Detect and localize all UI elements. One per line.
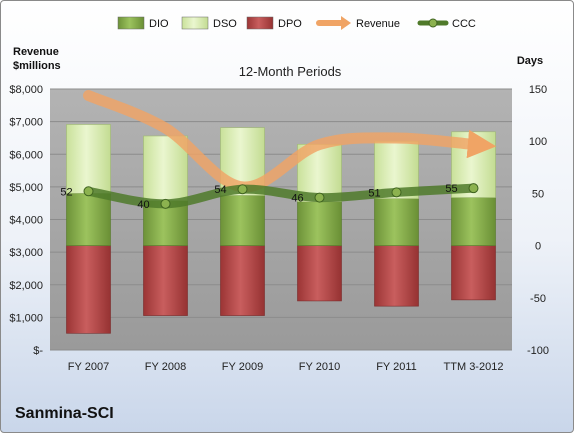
right-tick-label: 0 (535, 241, 541, 253)
x-tick-label: FY 2009 (222, 361, 263, 373)
bar-dio (220, 195, 265, 246)
right-tick-label: 100 (529, 136, 547, 148)
legend-swatch-ccc-marker (428, 18, 438, 28)
right-tick-label: 50 (532, 188, 544, 200)
bar-dpo (374, 245, 419, 307)
left-tick-label: $8,000 (9, 84, 43, 96)
x-tick-label: FY 2007 (68, 361, 109, 373)
left-tick-label: $6,000 (9, 149, 43, 161)
legend-label-dso: DSO (213, 18, 237, 30)
left-tick-label: $2,000 (9, 280, 43, 292)
x-tick-label: TTM 3-2012 (444, 361, 504, 373)
bar-dpo (297, 245, 342, 302)
x-tick-label: FY 2008 (145, 361, 186, 373)
right-tick-label: -50 (530, 293, 546, 305)
ccc-line-path (84, 183, 478, 209)
bar-dpo (66, 245, 111, 334)
right-axis-ticks: -100 -50 0 50 100 150 (527, 84, 549, 357)
ccc-data-label: 46 (291, 193, 303, 205)
legend-swatch-dso (181, 16, 209, 30)
gridlines (50, 88, 512, 351)
left-axis-ticks: $- $1,000 $2,000 $3,000 $4,000 $5,000 $6,000 $7… (9, 84, 43, 357)
ccc-data-label: 40 (137, 199, 149, 211)
legend-label-revenue: Revenue (356, 18, 400, 30)
bar-dio (451, 197, 496, 246)
ccc-point (468, 183, 479, 194)
right-tick-label: -100 (527, 345, 549, 357)
chart-title: 12-Month Periods (239, 64, 342, 79)
ccc-point (314, 192, 325, 203)
revenue-line-path (83, 90, 497, 193)
bar-dpo (220, 245, 265, 316)
company-name: Sanmina-SCI (15, 405, 114, 422)
left-tick-label: $7,000 (9, 117, 43, 129)
x-tick-label: FY 2011 (376, 361, 417, 373)
ccc-data-label: 51 (368, 187, 380, 199)
legend-label-ccc: CCC (452, 18, 476, 30)
left-tick-label: $3,000 (9, 247, 43, 259)
bar-dio (297, 201, 342, 246)
bar-dio (66, 193, 111, 246)
x-tick-label: FY 2010 (299, 361, 340, 373)
ccc-point (237, 184, 248, 195)
legend-label-dio: DIO (149, 18, 169, 30)
ccc-data-label: 55 (445, 183, 457, 195)
left-tick-label: $4,000 (9, 215, 43, 227)
legend-swatch-dio (117, 16, 145, 30)
ccc-data-label: 52 (60, 186, 72, 198)
ccc-point (160, 198, 171, 209)
ccc-series (83, 183, 479, 209)
left-tick-label: $1,000 (9, 312, 43, 324)
left-tick-label: $- (33, 345, 43, 357)
left-axis-label-line2: $millions (13, 60, 61, 72)
bar-dpo (451, 245, 496, 301)
left-tick-label: $5,000 (9, 182, 43, 194)
ccc-data-labels: 52 40 54 46 51 55 (60, 183, 457, 211)
legend-swatch-revenue-head (341, 16, 351, 30)
legend-swatch-dpo (246, 16, 274, 30)
ccc-point (391, 187, 402, 198)
bar-dso (66, 124, 111, 194)
legend-label-dpo: DPO (278, 18, 302, 30)
x-axis-ticks: FY 2007 FY 2008 FY 2009 FY 2010 FY 2011 TTM 3… (68, 361, 504, 373)
right-axis-label: Days (517, 55, 543, 67)
bar-dio (374, 198, 419, 246)
right-tick-label: 150 (529, 84, 547, 96)
left-axis-label-line1: Revenue (13, 46, 59, 58)
ccc-point (83, 186, 94, 197)
revenue-series (83, 90, 497, 193)
legend: DIO DSO DPO Revenue CCC (117, 16, 476, 30)
bar-dpo (143, 245, 188, 316)
ccc-data-label: 54 (214, 184, 226, 196)
